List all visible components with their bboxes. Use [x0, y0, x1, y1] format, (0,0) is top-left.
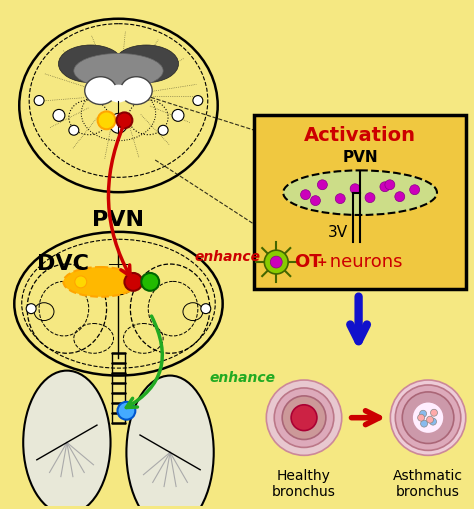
Circle shape	[158, 125, 168, 135]
Ellipse shape	[64, 267, 138, 297]
Text: DVC: DVC	[37, 254, 89, 274]
Circle shape	[427, 416, 434, 423]
Ellipse shape	[74, 53, 163, 88]
Ellipse shape	[127, 376, 214, 509]
Circle shape	[430, 409, 438, 416]
Text: Activation: Activation	[304, 126, 416, 145]
Circle shape	[402, 392, 454, 443]
Circle shape	[301, 190, 310, 200]
Ellipse shape	[283, 171, 437, 215]
Ellipse shape	[120, 77, 152, 104]
Circle shape	[282, 396, 326, 439]
Text: enhance: enhance	[210, 371, 276, 385]
Circle shape	[26, 304, 36, 314]
Circle shape	[98, 111, 116, 129]
Ellipse shape	[14, 232, 223, 376]
Text: Healthy
bronchus: Healthy bronchus	[272, 469, 336, 499]
Text: PVN: PVN	[92, 210, 145, 230]
Ellipse shape	[58, 45, 123, 82]
Circle shape	[385, 180, 395, 190]
Circle shape	[75, 276, 87, 288]
Circle shape	[410, 185, 419, 194]
Ellipse shape	[23, 371, 110, 509]
Circle shape	[53, 109, 65, 121]
Circle shape	[310, 195, 320, 206]
Text: PVN: PVN	[342, 151, 378, 165]
Circle shape	[34, 96, 44, 105]
Ellipse shape	[19, 19, 218, 192]
Circle shape	[395, 192, 405, 202]
Circle shape	[69, 125, 79, 135]
Circle shape	[318, 180, 328, 190]
Circle shape	[380, 182, 390, 192]
Circle shape	[365, 193, 375, 203]
Ellipse shape	[114, 45, 179, 82]
Ellipse shape	[109, 114, 128, 133]
Circle shape	[395, 385, 461, 450]
Circle shape	[335, 194, 345, 204]
Circle shape	[118, 402, 136, 419]
Text: Asthmatic
bronchus: Asthmatic bronchus	[393, 469, 463, 499]
Text: 3V: 3V	[328, 225, 348, 240]
Circle shape	[117, 112, 132, 128]
FancyBboxPatch shape	[255, 116, 466, 289]
Text: neurons: neurons	[324, 253, 402, 271]
Circle shape	[270, 256, 282, 268]
Circle shape	[274, 388, 334, 447]
Circle shape	[193, 96, 203, 105]
Circle shape	[418, 414, 425, 421]
Circle shape	[172, 109, 184, 121]
Circle shape	[125, 273, 142, 291]
Circle shape	[141, 273, 159, 291]
Circle shape	[264, 250, 288, 274]
Circle shape	[420, 420, 428, 427]
Text: OT: OT	[294, 253, 322, 271]
Ellipse shape	[108, 84, 129, 102]
Circle shape	[391, 380, 466, 456]
Ellipse shape	[85, 77, 117, 104]
Text: enhance: enhance	[195, 250, 261, 264]
Circle shape	[412, 402, 444, 434]
Circle shape	[266, 380, 342, 456]
Circle shape	[201, 304, 211, 314]
Circle shape	[350, 184, 360, 194]
Text: +: +	[317, 256, 328, 269]
Circle shape	[419, 410, 427, 417]
Circle shape	[429, 418, 437, 425]
Circle shape	[291, 405, 317, 431]
